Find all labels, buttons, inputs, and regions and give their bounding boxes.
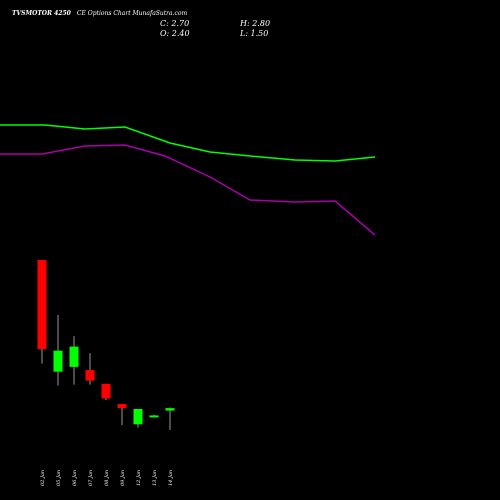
candle-13-jan	[149, 414, 159, 418]
x-tick-label: 13 Jan	[152, 470, 158, 486]
candle-body	[149, 415, 159, 418]
candles	[37, 260, 175, 430]
candle-06-jan	[69, 336, 79, 385]
x-tick-label: 14 Jan	[168, 470, 174, 486]
x-tick-label: 02 Jan	[40, 470, 46, 486]
x-tick-label: 07 Jan	[88, 470, 94, 486]
candle-body	[101, 383, 111, 399]
ma-short-line	[0, 124, 376, 162]
chart-title-symbol: TVSMOTOR 4250	[12, 10, 72, 17]
candle-body	[53, 350, 63, 372]
candle-body	[165, 408, 175, 411]
chart-title: TVSMOTOR 4250 CE Options Chart MunafaSut…	[12, 10, 187, 17]
candle-14-jan	[165, 407, 175, 430]
candle-05-jan	[53, 315, 63, 386]
x-tick-label: 06 Jan	[72, 470, 78, 486]
candle-body	[85, 370, 95, 381]
candle-body	[69, 346, 79, 367]
candle-body	[117, 404, 127, 409]
x-tick-label: 05 Jan	[56, 470, 62, 486]
low-value: L: 1.50	[239, 29, 268, 38]
x-tick-label: 09 Jan	[120, 470, 126, 486]
candle-08-jan	[101, 383, 111, 401]
high-value: H: 2.80	[239, 19, 270, 28]
candle-02-jan	[37, 260, 47, 364]
candle-12-jan	[133, 408, 143, 428]
ma-long-line	[0, 144, 376, 236]
close-value: C: 2.70	[160, 19, 189, 28]
moving-averages	[0, 124, 376, 236]
x-axis-ticks: 02 Jan 05 Jan 06 Jan 07 Jan 08 Jan 09 Jan 12 J…	[40, 470, 174, 486]
x-tick-label: 12 Jan	[136, 470, 142, 486]
candle-09-jan	[117, 404, 127, 426]
candle-07-jan	[85, 353, 95, 385]
x-tick-label: 08 Jan	[104, 470, 110, 486]
chart-title-subtitle: CE Options Chart MunafaSutra.com	[77, 10, 188, 17]
candle-body	[37, 260, 47, 350]
open-value: O: 2.40	[160, 29, 190, 38]
candle-body	[133, 408, 143, 425]
